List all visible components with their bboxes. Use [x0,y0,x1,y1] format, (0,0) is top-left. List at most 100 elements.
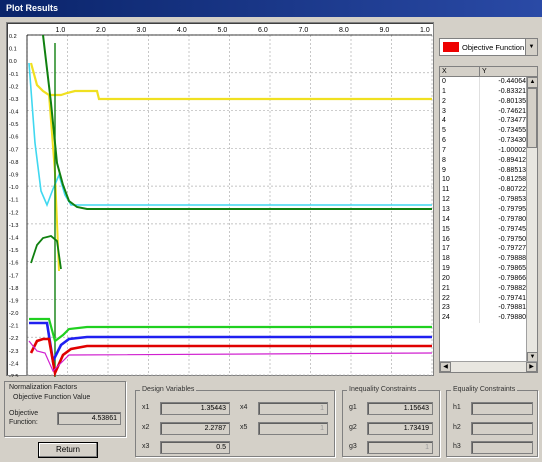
table-cell-y: -0.79880 [498,314,526,322]
x1-label: x1 [142,404,150,411]
series-select[interactable]: Objective Function ▼ [439,38,538,56]
x4-field[interactable]: 1 [258,402,328,415]
h3-label: h3 [453,443,461,450]
y-tick-label: 0.0 [9,59,17,65]
table-row[interactable]: 11 -0.80722 [440,185,527,196]
table-row[interactable]: 15 -0.79745 [440,224,527,235]
table-row[interactable]: 3 -0.74621 [440,106,527,117]
table-cell-x: 5 [440,126,480,137]
y-tick-label: -0.4 [9,110,18,116]
x2-field[interactable]: 2.2787 [160,422,230,435]
x-tick-label: 3.0 [137,27,147,34]
g3-field[interactable]: 1 [367,441,433,454]
x5-field[interactable]: 1 [258,422,328,435]
scroll-up-icon[interactable]: ▲ [527,77,537,88]
table-row[interactable]: 0 -0.44064 [440,77,527,87]
y-tick-label: -1.9 [9,298,18,304]
column-header-x[interactable]: X [440,67,480,76]
scroll-right-icon[interactable]: ▶ [526,362,537,372]
y-tick-label: -2.3 [9,349,18,355]
table-cell-y: -0.73477 [498,117,526,125]
y-tick-label: -1.7 [9,273,18,279]
series-red-line [29,337,432,377]
y-tick-label: -2.0 [9,311,18,317]
table-row[interactable]: 19 -0.79865 [440,264,527,274]
table-cell-y: -0.79750 [498,235,526,243]
normalization-group: Normalization Factors Objective Function… [4,381,126,437]
table-cell-y: -0.79881 [498,304,526,312]
table-cell-x: 18 [440,254,480,265]
table-row[interactable]: 4 -0.73477 [440,116,527,127]
table-cell-x: 8 [440,155,480,166]
return-button[interactable]: Return [38,442,98,458]
h1-field[interactable] [471,402,533,415]
table-row[interactable]: 6 -0.73430 [440,136,527,146]
x4-label: x4 [240,404,248,411]
table-row[interactable]: 18 -0.79888 [440,254,527,265]
table-row[interactable]: 20 -0.79866 [440,273,527,284]
table-row[interactable]: 2 -0.80135 [440,96,527,107]
table-cell-y: -0.88513 [498,166,526,174]
table-cell-x: 7 [440,145,480,156]
x-tick-label: 1.0 [420,27,430,34]
table-row[interactable]: 1 -0.83321 [440,86,527,97]
table-row[interactable]: 16 -0.79750 [440,234,527,245]
table-cell-y: -0.79865 [498,265,526,273]
table-row[interactable]: 7 -1.00002 [440,145,527,156]
objective-function-label: Objective Function: [9,410,39,426]
y-tick-label: -0.5 [9,122,18,128]
horizontal-scrollbar[interactable]: ◀ ▶ [440,361,537,372]
h3-field[interactable] [471,441,533,454]
table-cell-y: -0.44064 [498,78,526,85]
table-cell-y: -0.79795 [498,205,526,213]
h2-field[interactable] [471,422,533,435]
x-tick-label: 7.0 [299,27,309,34]
chevron-down-icon[interactable]: ▼ [525,39,537,55]
y-tick-label: -1.5 [9,248,18,254]
table-cell-x: 10 [440,175,480,186]
y-tick-label: -0.7 [9,147,18,153]
table-cell-y: -0.73430 [498,137,526,145]
table-row[interactable]: 9 -0.88513 [440,165,527,176]
table-row[interactable]: 8 -0.89412 [440,155,527,166]
data-table[interactable]: X Y 0 -0.44064 1 -0.83321 2 -0.80135 3 -0.74621… [439,66,538,373]
plot-area[interactable]: 1.0 2.0 3.0 4.0 5.0 6.0 7.0 8.0 9.0 1.0 0.2 0.1 0.0 -… [6,22,434,377]
plot-canvas: 1.0 2.0 3.0 4.0 5.0 6.0 7.0 8.0 9.0 1.0 0.2 0.1 0.0 -… [9,27,433,377]
series-green-dark-line [42,34,432,210]
x-tick-label: 4.0 [177,27,187,34]
table-row[interactable]: 13 -0.79795 [440,204,527,215]
y-tick-label: -1.4 [9,235,18,241]
table-cell-x: 14 [440,214,480,225]
scroll-thumb[interactable] [527,88,537,148]
table-row[interactable]: 14 -0.79780 [440,214,527,225]
table-cell-x: 17 [440,244,480,255]
y-tick-label: -1.6 [9,261,18,267]
y-tick-label: -0.1 [9,72,18,78]
table-row[interactable]: 24 -0.79880 [440,313,527,324]
x1-field[interactable]: 1.35443 [160,402,230,415]
h1-label: h1 [453,404,461,411]
table-row[interactable]: 21 -0.79882 [440,283,527,294]
series-blue-line [29,321,432,366]
table-row[interactable]: 12 -0.79853 [440,195,527,205]
table-cell-y: -0.79853 [498,196,526,204]
vertical-scrollbar[interactable]: ▲ ▼ [526,77,537,363]
table-cell-y: -0.74621 [498,107,526,115]
column-header-y[interactable]: Y [482,68,487,75]
table-row[interactable]: 5 -0.73455 [440,126,527,137]
g2-field[interactable]: 1.73419 [367,422,433,435]
y-tick-label: -1.8 [9,286,18,292]
table-cell-x: 3 [440,106,480,117]
equality-constraints-group: Equality Constraints h1 h2 h3 [446,386,538,457]
scroll-left-icon[interactable]: ◀ [440,362,451,372]
table-row[interactable]: 22 -0.79741 [440,293,527,304]
table-row[interactable]: 17 -0.79727 [440,244,527,255]
table-row[interactable]: 10 -0.81258 [440,175,527,186]
g1-field[interactable]: 1.15643 [367,402,433,415]
table-row[interactable]: 23 -0.79881 [440,303,527,314]
x3-field[interactable]: 0.5 [160,441,230,454]
table-cell-y: -1.00002 [498,146,526,154]
table-cell-y: -0.80722 [498,186,526,194]
x-tick-label: 9.0 [380,27,390,34]
objective-function-field[interactable]: 4.53861 [57,412,121,425]
